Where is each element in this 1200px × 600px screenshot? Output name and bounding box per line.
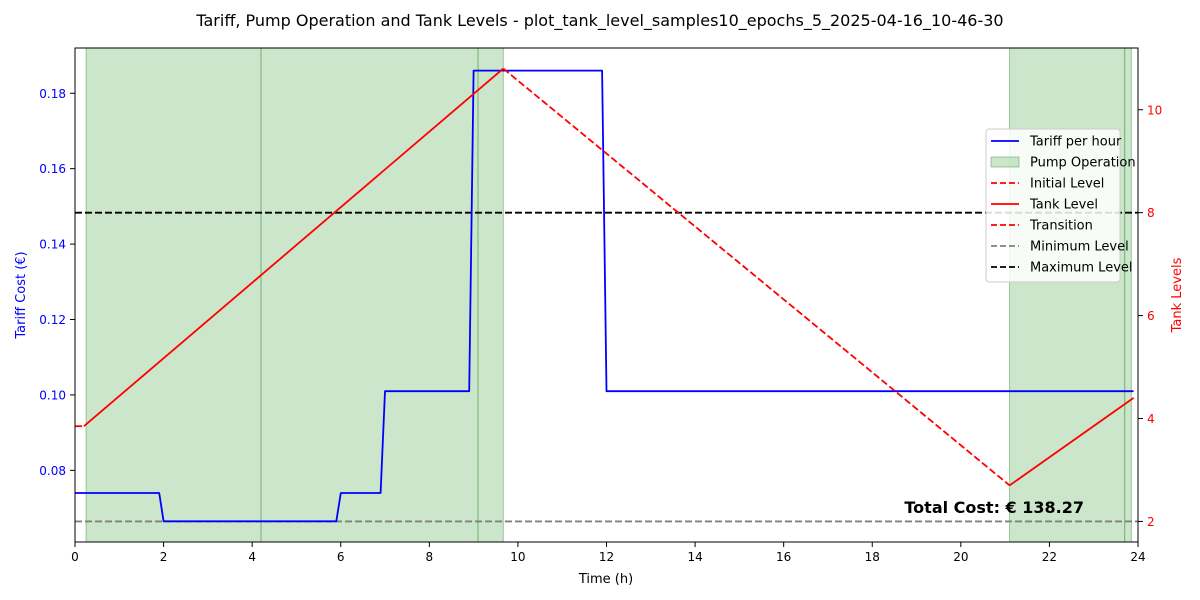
legend-label: Maximum Level	[1030, 261, 1133, 276]
transition-line	[502, 67, 1011, 487]
pump-operation-span	[477, 47, 504, 543]
legend-label: Tank Level	[1029, 198, 1098, 213]
y-axis-left: 0.08 0.10 0.12 0.14 0.16 0.18	[39, 87, 75, 478]
x-tick-label: 14	[687, 550, 702, 564]
x-tick-label: 20	[953, 550, 968, 564]
y-right-tick-label: 2	[1147, 515, 1155, 529]
y-left-tick-label: 0.08	[39, 464, 66, 478]
x-axis-label: Time (h)	[578, 572, 633, 587]
y-left-tick-label: 0.12	[39, 313, 66, 327]
y-right-tick-label: 8	[1147, 206, 1155, 220]
y-right-tick-label: 10	[1147, 103, 1162, 117]
y-axis-right-label: Tank Levels	[1170, 257, 1185, 333]
pump-operation-span	[1124, 47, 1132, 543]
legend-label: Initial Level	[1030, 177, 1104, 192]
tariff-line	[75, 69, 1134, 523]
y-left-tick-label: 0.14	[39, 238, 66, 252]
x-tick-label: 22	[1042, 550, 1057, 564]
pump-operation-span	[260, 47, 479, 543]
x-tick-label: 2	[160, 550, 168, 564]
x-axis: 0 2 4 6 8 10 12 14 16 18 20 22 24	[71, 542, 1146, 564]
y-right-tick-label: 4	[1147, 412, 1155, 426]
x-tick-label: 18	[865, 550, 880, 564]
x-tick-label: 8	[426, 550, 434, 564]
tank-level-line	[1009, 397, 1135, 487]
legend: Tariff per hour Pump Operation Initial Lev…	[985, 128, 1136, 283]
pump-operation-span	[85, 47, 262, 543]
x-tick-label: 12	[599, 550, 614, 564]
x-tick-label: 10	[510, 550, 525, 564]
x-tick-label: 4	[248, 550, 256, 564]
y-left-tick-label: 0.18	[39, 87, 66, 101]
legend-label: Pump Operation	[1030, 156, 1136, 171]
series-lines	[75, 67, 1135, 523]
legend-label: Transition	[1029, 219, 1093, 234]
x-tick-label: 0	[71, 550, 79, 564]
y-axis-left-label: Tariff Cost (€)	[14, 251, 29, 339]
x-tick-label: 24	[1130, 550, 1145, 564]
x-tick-label: 6	[337, 550, 345, 564]
x-tick-label: 16	[776, 550, 791, 564]
y-axis-right: 2 4 6 8 10	[1138, 103, 1162, 529]
level-reference-lines	[75, 211, 1138, 523]
y-left-tick-label: 0.16	[39, 162, 66, 176]
chart-title: Tariff, Pump Operation and Tank Levels -…	[195, 11, 1003, 31]
y-right-tick-label: 6	[1147, 309, 1155, 323]
legend-label: Minimum Level	[1030, 240, 1129, 255]
pump-operation-span	[1009, 47, 1126, 543]
pump-operation-spans	[85, 47, 1132, 543]
y-left-tick-label: 0.10	[39, 388, 66, 402]
total-cost-annotation: Total Cost: € 138.27	[904, 498, 1084, 517]
tank-level-line	[83, 67, 504, 427]
legend-label: Tariff per hour	[1029, 135, 1122, 150]
legend-swatch	[990, 156, 1020, 168]
